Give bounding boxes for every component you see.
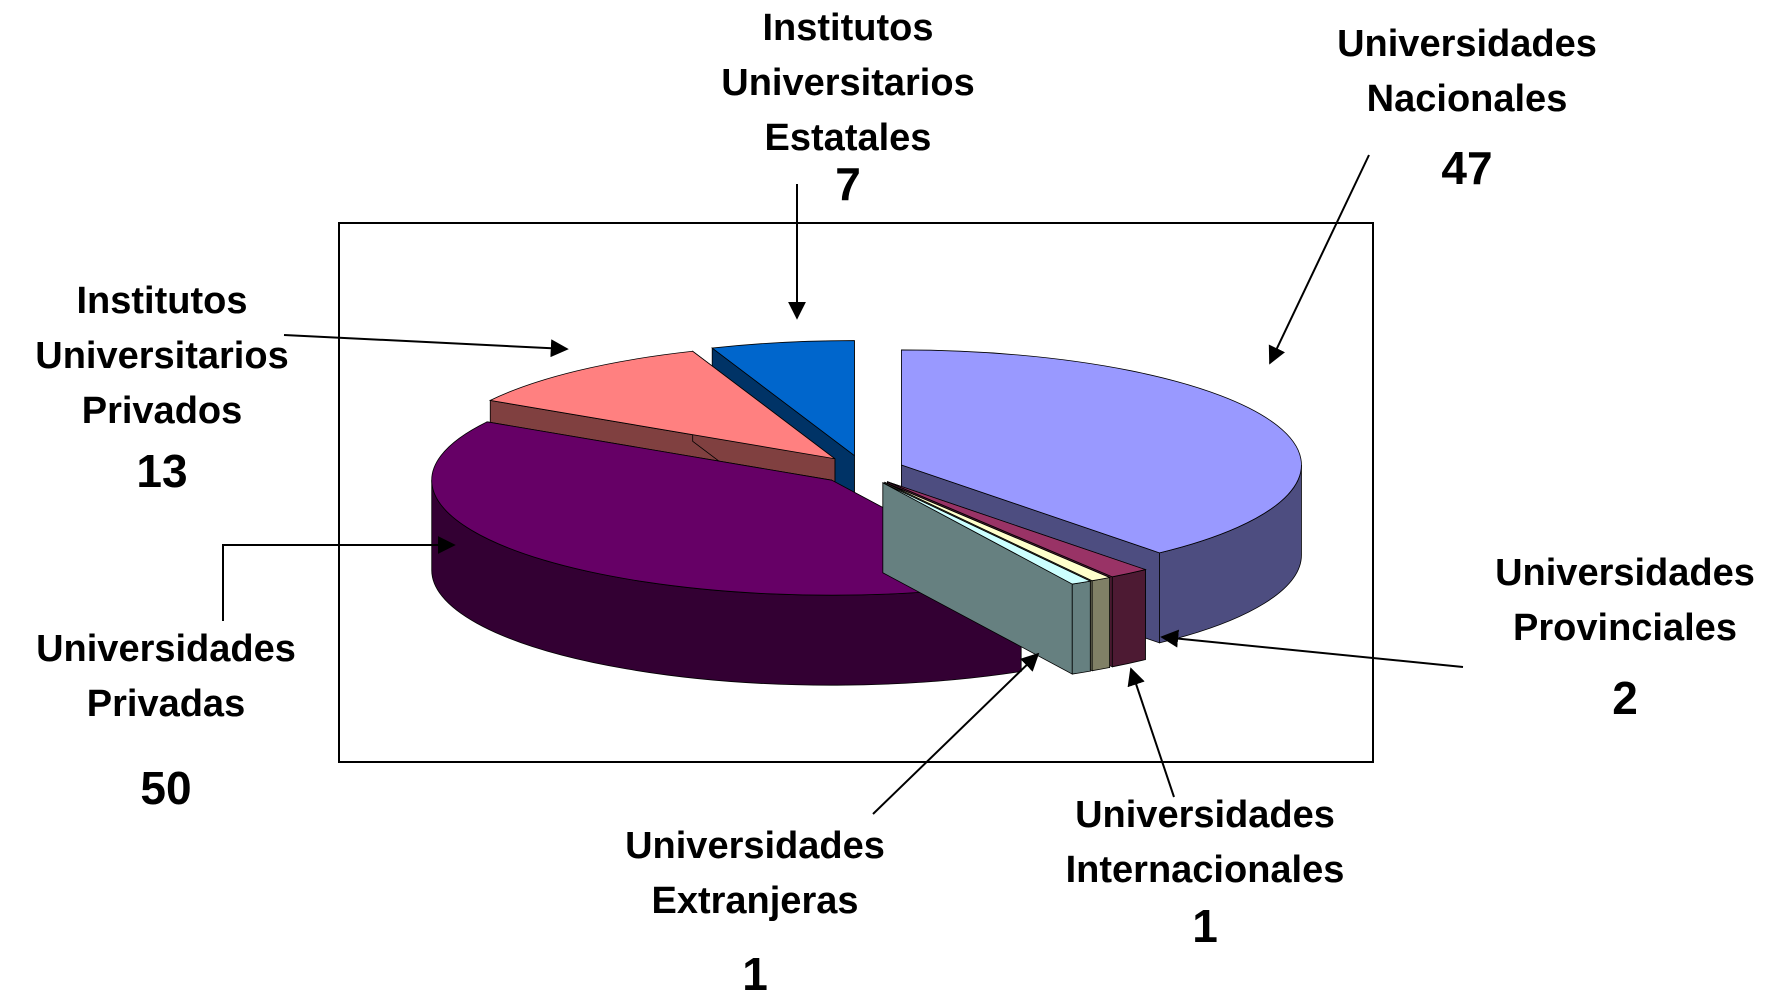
leader: [222, 536, 456, 621]
data-label-value: 50: [140, 762, 191, 814]
leader-lines: [222, 154, 1464, 815]
leader: [872, 652, 1040, 815]
data-label-value: 1: [742, 948, 768, 999]
slice-top: [901, 349, 1302, 554]
data-label-name: Universidades Internacionales: [1066, 794, 1345, 891]
pie: [431, 340, 1302, 686]
data-label-name: Institutos Universitarios Privados: [35, 280, 288, 432]
slice-top: [431, 421, 1023, 596]
data-label-name: Universidades Nacionales: [1337, 23, 1597, 120]
data-label-name: Universidades Extranjeras: [625, 825, 885, 922]
leader: [1268, 154, 1370, 365]
data-label-value: 2: [1612, 672, 1638, 724]
slice-top: [887, 481, 1147, 578]
plot-frame: [338, 222, 1374, 763]
data-label-value: 47: [1441, 142, 1492, 194]
slice-wall: [1071, 580, 1091, 675]
data-label-value: 13: [136, 445, 187, 497]
leader: [283, 334, 569, 358]
slice: [882, 482, 1092, 675]
data-label-name: Institutos Universitarios Estatales: [721, 7, 974, 159]
slice-top: [488, 350, 836, 460]
leader: [1160, 629, 1464, 668]
slice-wall: [1111, 569, 1146, 668]
data-label-value: 1: [1192, 900, 1218, 952]
data-label-name: Universidades Privadas: [36, 628, 296, 725]
data-label-value: 7: [835, 158, 861, 210]
slice-top: [884, 481, 1111, 582]
slice-top: [711, 340, 855, 457]
leader: [1127, 667, 1175, 798]
slice-wall: [1091, 576, 1111, 672]
slice-top: [882, 482, 1092, 585]
data-label-name: Universidades Provinciales: [1495, 552, 1755, 649]
